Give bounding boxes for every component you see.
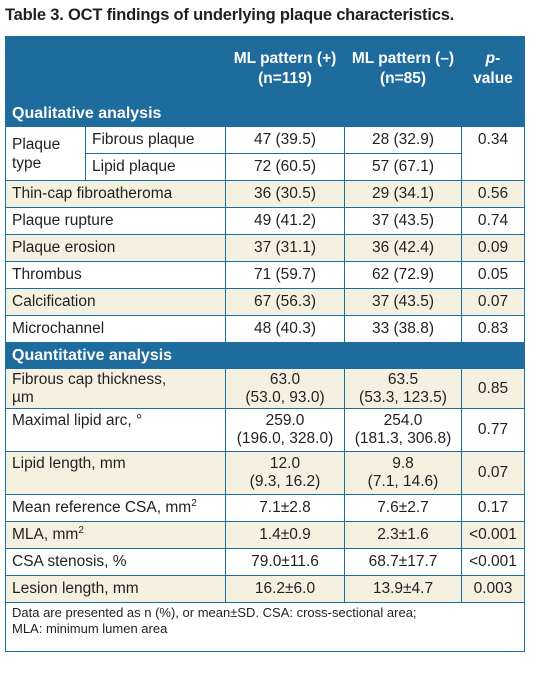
cell-p-value: 0.74 [461, 207, 525, 235]
header-ml-positive: ML pattern (+) (n=119) [225, 36, 345, 101]
cell-ml-positive: 67 (56.3) [225, 288, 345, 316]
cell-ml-positive: 12.0 (9.3, 16.2) [225, 451, 345, 495]
cell-ml-negative: 7.6±2.7 [344, 494, 462, 522]
cell-ml-negative: 37 (43.5) [344, 288, 462, 316]
cell-ml-negative: 13.9±4.7 [344, 575, 462, 603]
plaque-type-label: Plaque type [5, 126, 86, 181]
cell-ml-positive: 7.1±2.8 [225, 494, 345, 522]
cell-ml-positive: 79.0±11.6 [225, 548, 345, 576]
cell-p-value: 0.09 [461, 234, 525, 262]
cell-p-value: 0.56 [461, 180, 525, 208]
cell-p-value: 0.34 [461, 126, 525, 181]
cell-ml-negative: 254.0 (181.3, 306.8) [344, 408, 462, 452]
cell-ml-negative: 29 (34.1) [344, 180, 462, 208]
cell-ml-positive: 47 (39.5) [225, 126, 345, 154]
table-row: Lipid length, mm 12.0 (9.3, 16.2) 9.8 (7.1… [5, 451, 525, 495]
cell-ml-positive: 37 (31.1) [225, 234, 345, 262]
cell-p-value: 0.77 [461, 408, 525, 452]
cell-p-value: 0.85 [461, 368, 525, 409]
table-title: Table 3. OCT findings of underlying plaq… [5, 6, 455, 24]
cell-p-value: 0.003 [461, 575, 525, 603]
header-row: ML pattern (+) (n=119) ML pattern (–) (n=8… [5, 36, 525, 101]
cell-ml-negative: 28 (32.9) [344, 126, 462, 154]
row-label: Maximal lipid arc, ° [5, 408, 226, 452]
row-label: Fibrous cap thickness, µm [5, 368, 226, 409]
cell-p-value: 0.07 [461, 451, 525, 495]
section-label: Qualitative analysis [5, 100, 525, 127]
cell-ml-negative: 33 (38.8) [344, 315, 462, 343]
row-label: MLA, mm2 [5, 521, 226, 549]
cell-ml-negative: 68.7±17.7 [344, 548, 462, 576]
table-footnote: Data are presented as n (%), or mean±SD.… [5, 602, 525, 652]
cell-p-value: <0.001 [461, 548, 525, 576]
table-row: Lipid plaque 72 (60.5) 57 (67.1) [6, 153, 525, 181]
row-label: Lesion length, mm [5, 575, 226, 603]
row-label: Mean reference CSA, mm2 [5, 494, 226, 522]
table-row: Thrombus 71 (59.7) 62 (72.9) 0.05 [5, 261, 525, 289]
section-quantitative: Quantitative analysis [5, 342, 525, 369]
cell-p-value: 0.17 [461, 494, 525, 522]
cell-ml-positive: 63.0 (53.0, 93.0) [225, 368, 345, 409]
cell-ml-negative: 37 (43.5) [344, 207, 462, 235]
table-row: Plaque type Fibrous plaque 47 (39.5) 28 … [5, 126, 525, 181]
row-label: Fibrous plaque [85, 126, 226, 154]
section-label: Quantitative analysis [5, 342, 525, 369]
oct-findings-table: ML pattern (+) (n=119) ML pattern (–) (n=8… [5, 36, 525, 652]
header-ml-negative: ML pattern (–) (n=85) [344, 36, 462, 101]
row-label: Thin-cap fibroatheroma [5, 180, 226, 208]
table-row: Lesion length, mm 16.2±6.0 13.9±4.7 0.00… [5, 575, 525, 603]
table-row: Plaque rupture 49 (41.2) 37 (43.5) 0.74 [5, 207, 525, 235]
table-row: CSA stenosis, % 79.0±11.6 68.7±17.7 <0.0… [5, 548, 525, 576]
cell-ml-positive: 49 (41.2) [225, 207, 345, 235]
row-label: Lipid length, mm [5, 451, 226, 495]
cell-ml-positive: 71 (59.7) [225, 261, 345, 289]
row-label: Microchannel [5, 315, 226, 343]
cell-ml-positive: 16.2±6.0 [225, 575, 345, 603]
cell-p-value: <0.001 [461, 521, 525, 549]
table-row: Mean reference CSA, mm2 7.1±2.8 7.6±2.7 … [5, 494, 525, 522]
row-label: Thrombus [5, 261, 226, 289]
table-row: MLA, mm2 1.4±0.9 2.3±1.6 <0.001 [5, 521, 525, 549]
row-label: CSA stenosis, % [5, 548, 226, 576]
cell-ml-positive: 48 (40.3) [225, 315, 345, 343]
header-blank [5, 36, 226, 101]
cell-ml-negative: 2.3±1.6 [344, 521, 462, 549]
table-row: Fibrous cap thickness, µm 63.0 (53.0, 93.0… [5, 368, 525, 409]
section-qualitative: Qualitative analysis [5, 100, 525, 127]
cell-ml-negative: 9.8 (7.1, 14.6) [344, 451, 462, 495]
row-label: Calcification [5, 288, 226, 316]
cell-ml-negative: 62 (72.9) [344, 261, 462, 289]
cell-ml-positive: 1.4±0.9 [225, 521, 345, 549]
cell-ml-negative: 63.5 (53.3, 123.5) [344, 368, 462, 409]
table-row: Maximal lipid arc, ° 259.0 (196.0, 328.0)… [5, 408, 525, 452]
cell-p-value: 0.05 [461, 261, 525, 289]
row-label: Plaque erosion [5, 234, 226, 262]
table-row: Microchannel 48 (40.3) 33 (38.8) 0.83 [5, 315, 525, 343]
cell-p-value: 0.83 [461, 315, 525, 343]
cell-ml-positive: 36 (30.5) [225, 180, 345, 208]
table-row: Plaque erosion 37 (31.1) 36 (42.4) 0.09 [5, 234, 525, 262]
cell-ml-positive: 259.0 (196.0, 328.0) [225, 408, 345, 452]
cell-ml-negative: 36 (42.4) [344, 234, 462, 262]
row-label: Lipid plaque [85, 153, 226, 181]
table-row: Thin-cap fibroatheroma 36 (30.5) 29 (34.… [5, 180, 525, 208]
cell-ml-positive: 72 (60.5) [225, 153, 345, 181]
table-row: Calcification 67 (56.3) 37 (43.5) 0.07 [5, 288, 525, 316]
row-label: Plaque rupture [5, 207, 226, 235]
table-footnote-row: Data are presented as n (%), or mean±SD.… [5, 602, 525, 652]
cell-p-value: 0.07 [461, 288, 525, 316]
cell-ml-negative: 57 (67.1) [344, 153, 462, 181]
header-p-value: p-value [461, 36, 525, 101]
